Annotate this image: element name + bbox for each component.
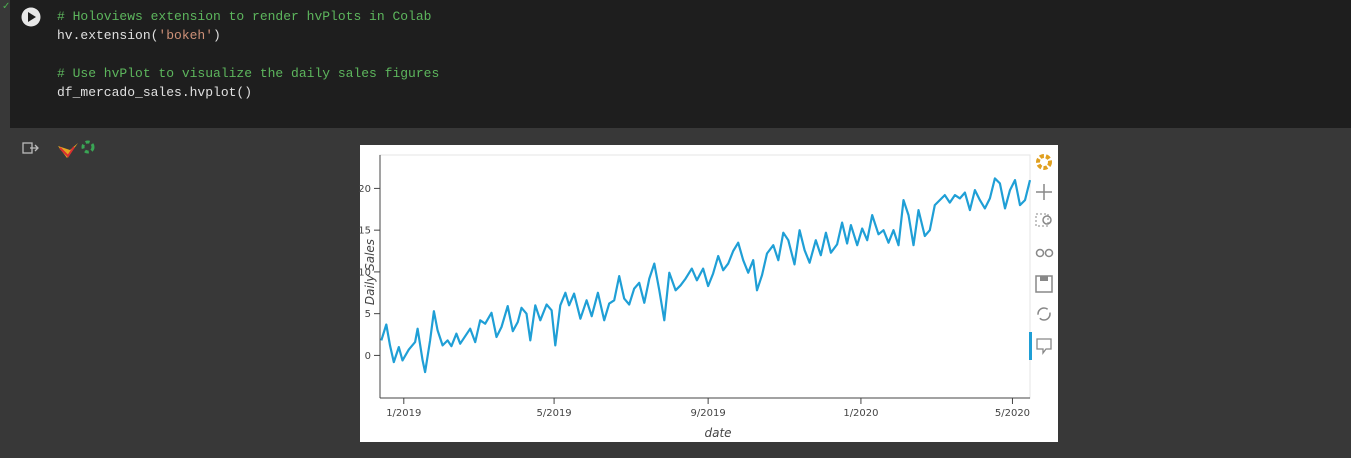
x-tick-label: 1/2020 <box>843 408 878 419</box>
sales-line <box>380 177 1032 374</box>
code-line: # Holoviews extension to render hvPlots … <box>57 9 431 24</box>
code-text: # Holoviews extension to render hvPlots … <box>57 9 439 100</box>
x-axis-label: date <box>704 426 731 440</box>
y-tick-label: 20 <box>358 184 371 195</box>
run-check: ✓ <box>2 1 10 12</box>
x-tick-label: 5/2020 <box>995 408 1030 419</box>
output-icon[interactable] <box>22 142 39 154</box>
x-tick-label: 9/2019 <box>691 408 726 419</box>
plot-panel <box>360 145 1058 442</box>
run-button[interactable] <box>21 7 41 27</box>
code-token: df_mercado_sales.hvplot() <box>57 85 252 100</box>
code-token: ) <box>213 28 221 43</box>
code-line: hv.extension('bokeh') <box>57 28 221 43</box>
y-tick-label: 0 <box>365 351 371 362</box>
x-tick-label: 1/2019 <box>386 408 421 419</box>
y-tick-label: 10 <box>358 267 371 278</box>
x-tick-label: 5/2019 <box>536 408 571 419</box>
code-token: 'bokeh' <box>158 28 213 43</box>
bokeh-logo <box>58 140 95 158</box>
y-tick-label: 15 <box>358 226 371 237</box>
y-tick-label: 5 <box>365 309 371 320</box>
toolbar[interactable] <box>1029 154 1054 360</box>
code-line: # Use hvPlot to visualize the daily sale… <box>57 66 439 81</box>
code-token: # Holoviews extension to render hvPlots … <box>57 9 431 24</box>
code-cell <box>10 0 1351 128</box>
code-line: df_mercado_sales.hvplot() <box>57 85 252 100</box>
code-token: # Use hvPlot to visualize the daily sale… <box>57 66 439 81</box>
y-axis-label: Daily Sales <box>363 239 377 305</box>
plot: 0 5 10 15 20 1/2019 5/2019 9/2019 1/2020 5/2020 <box>358 177 1032 419</box>
code-token: hv.extension( <box>57 28 158 43</box>
